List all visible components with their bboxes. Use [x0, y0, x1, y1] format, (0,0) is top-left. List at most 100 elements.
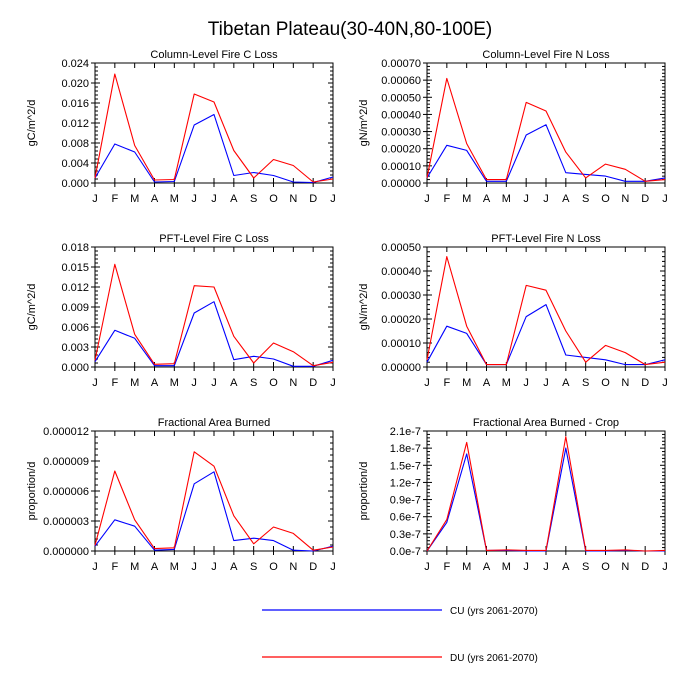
y-tick-label: 0.000003 [43, 516, 89, 528]
y-tick-label: 0.00010 [381, 161, 421, 173]
x-tick-label: J [424, 561, 430, 573]
x-tick-label: M [502, 377, 511, 389]
y-tick-label: 0.00000 [381, 178, 421, 190]
series-line-cu [426, 124, 666, 182]
x-tick-label: O [269, 561, 278, 573]
x-tick-label: J [543, 193, 549, 205]
x-tick-label: A [562, 561, 570, 573]
y-tick-label: 0.00050 [381, 92, 421, 104]
y-tick-label: 0.000009 [43, 456, 89, 468]
legend-label-cu: CU (yrs 2061-2070) [450, 606, 538, 617]
y-tick-label: 0.004 [61, 158, 89, 170]
y-tick-label: 0.6e-7 [390, 512, 421, 524]
x-tick-label: M [130, 561, 139, 573]
plot-frame [94, 430, 334, 552]
x-tick-label: A [483, 561, 491, 573]
y-tick-label: 0.00020 [381, 314, 421, 326]
y-tick-label: 0.015 [61, 262, 89, 274]
y-tick-label: 1.8e-7 [390, 443, 421, 455]
y-tick-label: 0.020 [61, 78, 89, 90]
x-tick-label: F [111, 561, 118, 573]
x-tick-label: F [111, 193, 118, 205]
x-tick-label: A [151, 377, 159, 389]
y-tick-label: 0.00020 [381, 144, 421, 156]
x-tick-label: F [111, 377, 118, 389]
x-tick-label: J [330, 377, 336, 389]
y-tick-label: 0.9e-7 [390, 495, 421, 507]
y-axis-label: gC/m^2/d [26, 284, 38, 331]
y-tick-label: 0.00000 [381, 362, 421, 374]
x-tick-label: A [562, 377, 570, 389]
x-tick-label: M [170, 377, 179, 389]
y-axis-label: proportion/d [358, 462, 370, 521]
y-tick-label: 0.000 [61, 178, 89, 190]
y-tick-label: 0.000012 [43, 426, 89, 438]
chart-panel-3: PFT-Level Fire C Loss gC/m^2/d 0.000 0.003 0… [26, 233, 336, 389]
x-tick-label: J [523, 561, 529, 573]
x-tick-label: N [621, 193, 629, 205]
x-tick-label: S [582, 193, 589, 205]
x-tick-label: A [230, 193, 238, 205]
plot-frame [426, 430, 666, 552]
x-tick-label: A [230, 377, 238, 389]
y-tick-label: 0.008 [61, 138, 89, 150]
x-tick-label: J [191, 193, 197, 205]
y-tick-label: 0.00030 [381, 127, 421, 139]
x-tick-label: M [462, 561, 471, 573]
x-tick-label: J [191, 377, 197, 389]
x-tick-label: D [641, 193, 649, 205]
panel-group: Column-Level Fire C Loss gC/m^2/d 0.000 0.0… [26, 49, 668, 573]
y-tick-label: 1.5e-7 [390, 460, 421, 472]
x-tick-label: D [309, 377, 317, 389]
x-tick-label: J [424, 193, 430, 205]
series-line-cu [426, 447, 665, 552]
series-line-du [94, 263, 334, 367]
series-line-du [426, 256, 666, 366]
x-tick-label: S [582, 561, 589, 573]
x-tick-label: A [230, 561, 238, 573]
x-tick-label: J [211, 561, 217, 573]
y-tick-label: 0.00060 [381, 75, 421, 87]
x-tick-label: M [502, 561, 511, 573]
x-tick-label: J [92, 193, 98, 205]
y-tick-label: 0.00070 [381, 58, 421, 70]
x-tick-label: D [641, 377, 649, 389]
legend-label-du: DU (yrs 2061-2070) [450, 653, 538, 664]
series-line-cu [94, 471, 334, 552]
x-tick-label: O [269, 193, 278, 205]
y-tick-label: 0.00050 [381, 242, 421, 254]
chart-panel-5: Fractional Area Burned proportion/d 0.0000… [26, 417, 336, 573]
x-tick-label: M [502, 193, 511, 205]
y-tick-label: 0.000000 [43, 546, 89, 558]
x-tick-label: J [662, 193, 668, 205]
y-axis-label: proportion/d [26, 462, 38, 521]
x-tick-label: S [250, 193, 257, 205]
y-tick-label: 0.00040 [381, 109, 421, 121]
chart-panel-4: PFT-Level Fire N Loss gN/m^2/d 0.00000 0.00… [358, 233, 668, 389]
y-tick-label: 0.006 [61, 322, 89, 334]
panel-title: Column-Level Fire C Loss [150, 49, 278, 61]
x-tick-label: M [130, 377, 139, 389]
x-tick-label: A [483, 193, 491, 205]
panel-title: Fractional Area Burned - Crop [473, 417, 619, 429]
y-axis-label: gC/m^2/d [26, 100, 38, 147]
panel-title: PFT-Level Fire C Loss [159, 233, 269, 245]
y-tick-label: 0.00040 [381, 266, 421, 278]
x-tick-label: J [330, 561, 336, 573]
x-tick-label: J [662, 377, 668, 389]
y-tick-label: 0.018 [61, 242, 89, 254]
y-tick-label: 0.009 [61, 302, 89, 314]
y-tick-label: 0.012 [61, 282, 89, 294]
x-tick-label: D [641, 561, 649, 573]
x-tick-label: J [424, 377, 430, 389]
y-tick-label: 0.000 [61, 362, 89, 374]
chart-panel-2: Column-Level Fire N Loss gN/m^2/d 0.00000 0… [358, 49, 668, 205]
x-tick-label: A [151, 193, 159, 205]
x-tick-label: M [170, 193, 179, 205]
series-line-cu [94, 113, 334, 184]
x-tick-label: N [289, 377, 297, 389]
panel-title: Column-Level Fire N Loss [482, 49, 610, 61]
x-tick-label: O [601, 193, 610, 205]
x-tick-label: J [330, 193, 336, 205]
x-tick-label: J [92, 561, 98, 573]
